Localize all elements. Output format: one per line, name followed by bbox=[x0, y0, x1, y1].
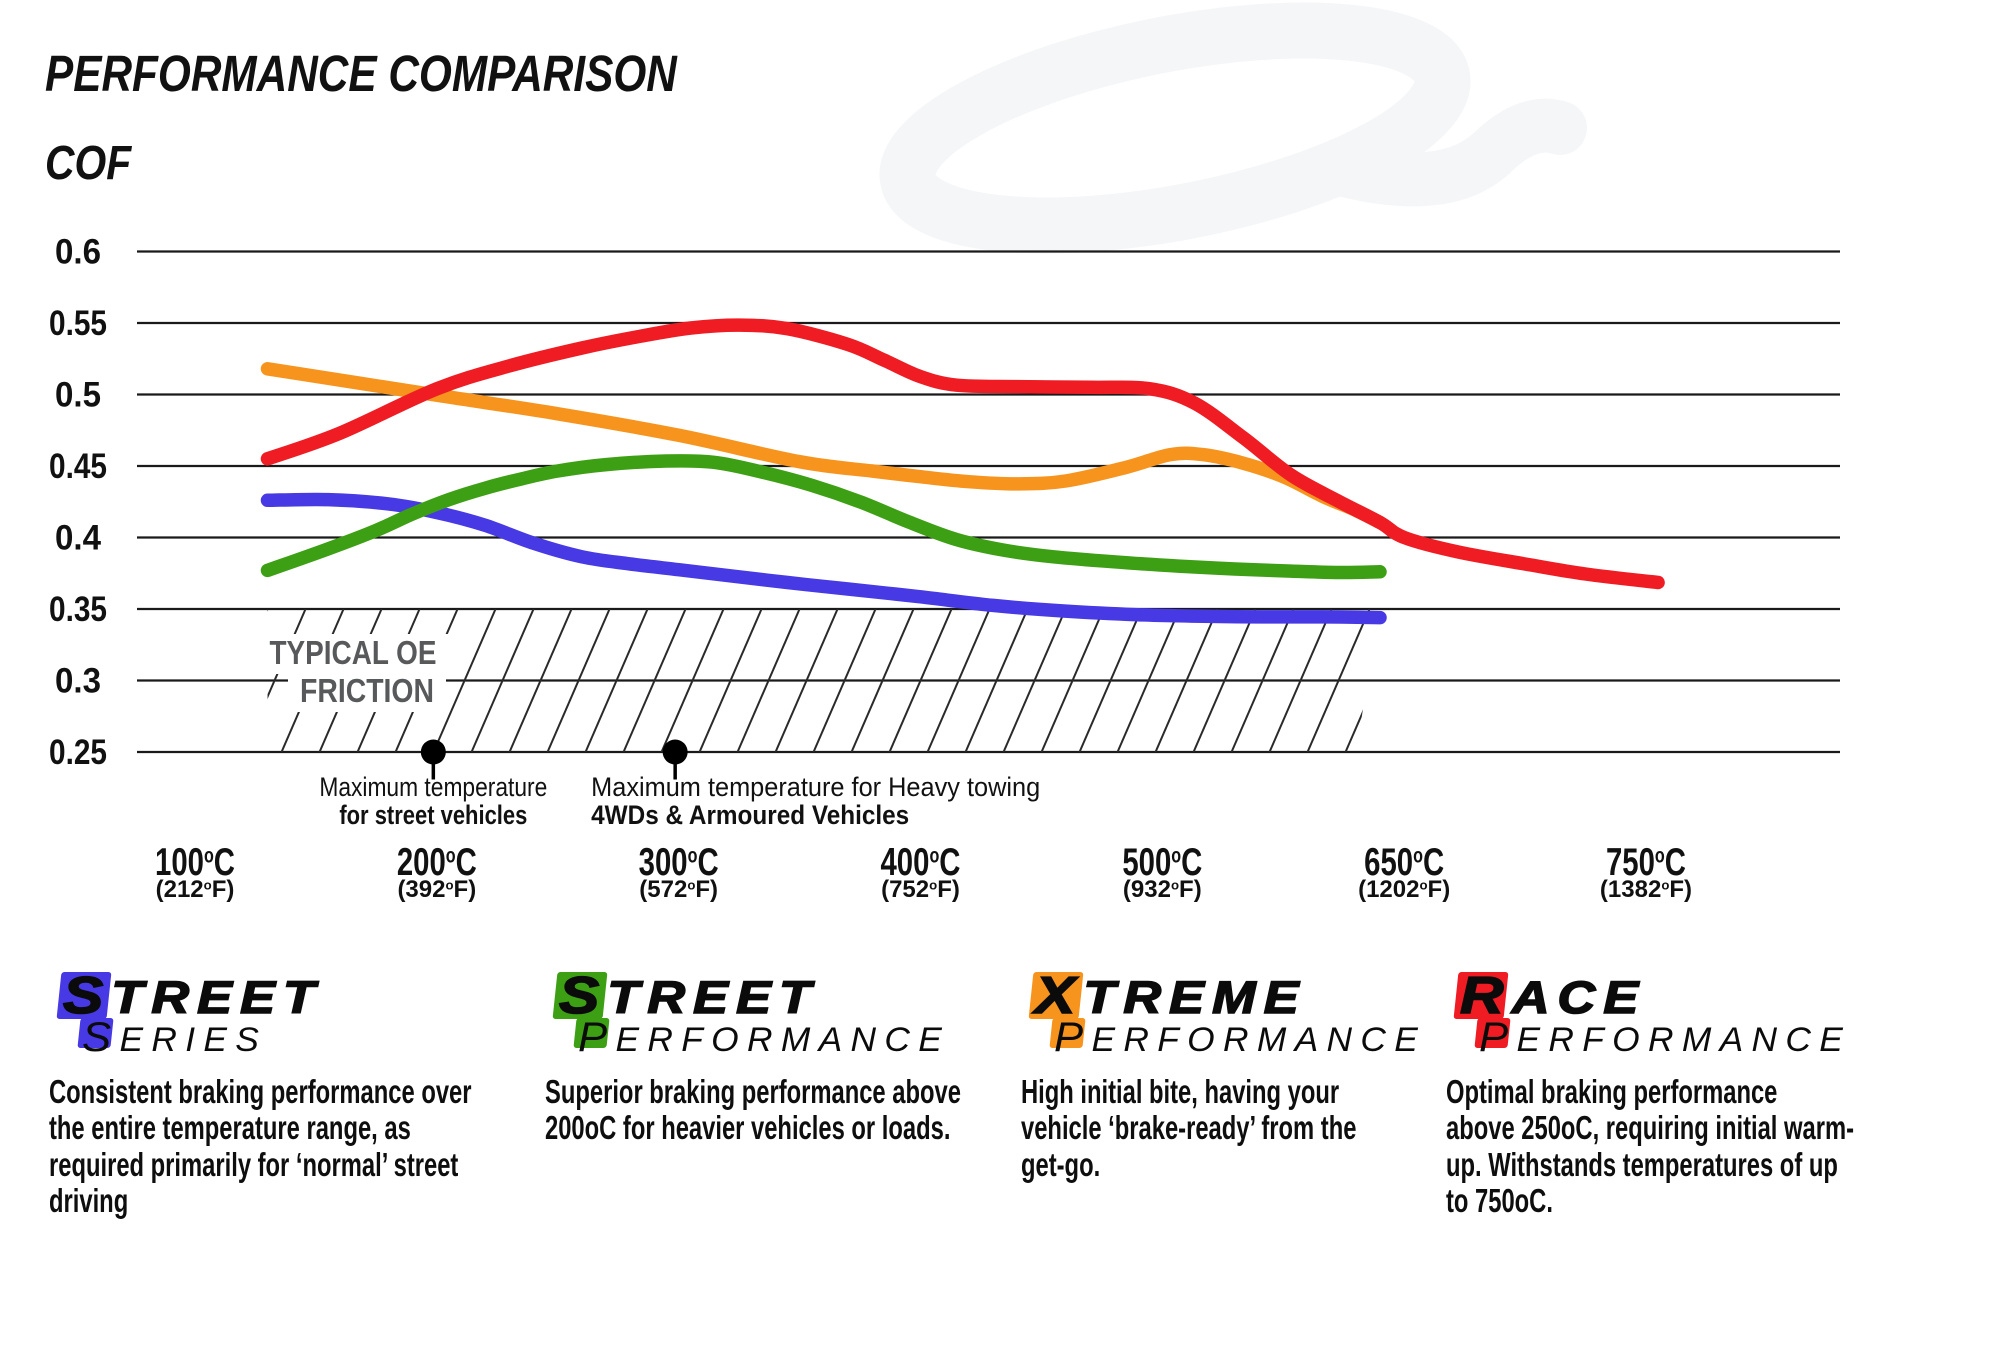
curve-red bbox=[260, 318, 1665, 590]
oe-hatch-line bbox=[850, 609, 915, 752]
watermark-swoosh bbox=[879, 2, 1587, 254]
oe-hatch-line bbox=[508, 609, 573, 752]
legend-description: Superior braking performance above 200oC… bbox=[545, 1073, 961, 1147]
oe-hatch-line bbox=[584, 609, 649, 752]
oe-hatch-line bbox=[926, 609, 991, 752]
legend-brand: XTREME bbox=[1034, 967, 1307, 1025]
oe-label-halo bbox=[288, 672, 446, 712]
oe-hatch-line bbox=[698, 609, 763, 752]
legend-description: High initial bite, having your vehicle ‘… bbox=[1021, 1073, 1357, 1183]
y-tick-label: 0.6 bbox=[55, 233, 101, 272]
curve-blue bbox=[260, 492, 1387, 625]
curve-green bbox=[260, 454, 1387, 580]
oe-hatch-line bbox=[888, 609, 953, 752]
oe-hatch-line bbox=[1002, 609, 1067, 752]
x-tick-label: (572oF) bbox=[639, 876, 718, 903]
legend-brand: STREET bbox=[558, 967, 820, 1025]
oe-hatch-line bbox=[1268, 609, 1333, 752]
marker-annotation-line: Maximum temperature for Heavy towing bbox=[591, 772, 1040, 802]
x-tick-label: (212oF) bbox=[156, 876, 235, 903]
oe-hatch-line bbox=[1306, 609, 1371, 752]
oe-hatch-line bbox=[774, 609, 839, 752]
x-tick-label: (932oF) bbox=[1123, 876, 1202, 903]
marker-annotation-line: 4WDs & Armoured Vehicles bbox=[591, 800, 909, 830]
legend-item-green: STREET PERFORMANCE Superior braking perfor… bbox=[545, 966, 1041, 1326]
marker-dot-icon bbox=[420, 739, 446, 765]
legend-sub: SERIES bbox=[82, 1013, 268, 1060]
legend-description: Optimal braking performance above 250oC,… bbox=[1446, 1073, 1854, 1220]
legend-sub: PERFORMANCE bbox=[1054, 1013, 1427, 1060]
y-axis-title: COF bbox=[45, 137, 132, 190]
oe-hatch-line bbox=[1230, 609, 1295, 752]
legend-item-orange: XTREME PERFORMANCE High initial bite, havi… bbox=[1021, 966, 1517, 1326]
oe-hatch-line bbox=[660, 609, 725, 752]
legend-sub: PERFORMANCE bbox=[578, 1013, 951, 1060]
oe-hatch-line bbox=[1078, 609, 1143, 752]
y-axis-labels: 0.6 0.55 0.5 0.45 0.4 0.35 0.3 0.25 bbox=[49, 233, 107, 773]
marker-dot-icon bbox=[662, 739, 688, 765]
oe-hatch-line bbox=[1116, 609, 1181, 752]
y-tick-label: 0.45 bbox=[49, 447, 107, 486]
oe-hatch-line bbox=[267, 609, 307, 752]
oe-hatch-line bbox=[432, 609, 497, 752]
oe-hatch-line bbox=[964, 609, 1029, 752]
x-tick-label: 300oC bbox=[639, 841, 719, 884]
page-title: PERFORMANCE COMPARISON bbox=[45, 45, 677, 102]
x-tick-label: 200oC bbox=[397, 841, 477, 884]
marker-annotation-line: Maximum temperature bbox=[319, 772, 547, 802]
oe-hatch-line bbox=[812, 609, 877, 752]
oe-zone-label: TYPICAL OE bbox=[270, 634, 437, 671]
oe-label-halo bbox=[257, 634, 449, 674]
x-tick-label: (392oF) bbox=[397, 876, 476, 903]
x-tick-label: 400oC bbox=[880, 841, 960, 884]
watermark-tail bbox=[1318, 98, 1587, 207]
oe-zone-label: FRICTION bbox=[300, 672, 434, 709]
legend-brand: STREET bbox=[62, 967, 324, 1025]
watermark-ring bbox=[879, 2, 1471, 254]
y-tick-label: 0.3 bbox=[55, 662, 101, 701]
oe-hatch-line bbox=[1192, 609, 1257, 752]
oe-hatch-line bbox=[622, 609, 687, 752]
x-axis-labels: 100oC(212oF) 200oC(392oF) 300oC(572oF) 400o… bbox=[155, 841, 1692, 903]
oe-hatch-line bbox=[736, 609, 801, 752]
y-tick-label: 0.4 bbox=[55, 519, 102, 558]
x-tick-label: 750oC bbox=[1606, 841, 1686, 884]
x-tick-label: 650oC bbox=[1364, 841, 1444, 884]
x-tick-label: (752oF) bbox=[881, 876, 960, 903]
x-tick-label: 100oC bbox=[155, 841, 235, 884]
legend-item-red: RACE PERFORMANCE Optimal braking performan… bbox=[1446, 966, 1942, 1326]
legend-description: Consistent braking performance over the … bbox=[49, 1073, 472, 1220]
y-tick-label: 0.55 bbox=[49, 304, 107, 343]
x-tick-label: (1202oF) bbox=[1358, 876, 1450, 903]
marker-annotation-line: for street vehicles bbox=[339, 800, 527, 830]
x-tick-label: (1382oF) bbox=[1600, 876, 1692, 903]
y-tick-label: 0.25 bbox=[49, 733, 107, 772]
legend-sub: PERFORMANCE bbox=[1479, 1013, 1852, 1060]
x-tick-label: 500oC bbox=[1122, 841, 1202, 884]
oe-hatch-line bbox=[1040, 609, 1105, 752]
y-tick-label: 0.35 bbox=[49, 590, 107, 629]
oe-hatch-line bbox=[546, 609, 611, 752]
legend-item-blue: STREET SERIES Consistent braking performan… bbox=[49, 966, 545, 1326]
series-curves bbox=[260, 318, 1665, 625]
legend-brand: RACE bbox=[1459, 967, 1647, 1025]
oe-hatch-line bbox=[470, 609, 535, 752]
oe-hatch-line bbox=[1154, 609, 1219, 752]
y-tick-label: 0.5 bbox=[55, 376, 101, 415]
